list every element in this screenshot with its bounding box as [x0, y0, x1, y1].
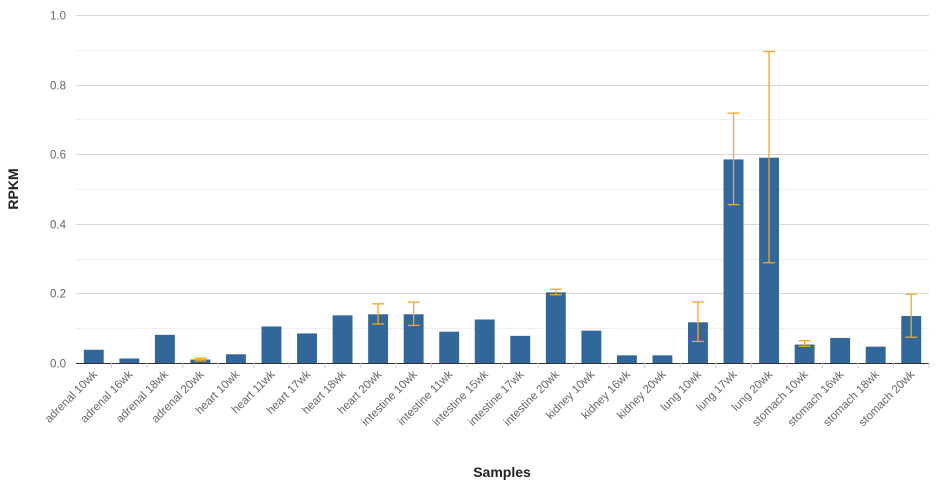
bar — [439, 331, 460, 363]
bar — [225, 354, 246, 363]
bar-layer — [83, 157, 922, 363]
bar — [119, 358, 140, 363]
bar — [581, 330, 602, 363]
y-tick-label: 0.2 — [50, 289, 66, 301]
bar — [83, 349, 104, 363]
error-bar — [905, 293, 918, 338]
error-bar — [727, 112, 740, 206]
error-bar — [407, 301, 420, 327]
error-bar — [763, 50, 776, 264]
x-axis-title: Samples — [473, 464, 531, 480]
y-tick-label: 0.6 — [50, 150, 66, 162]
error-bar — [194, 357, 207, 362]
error-bar — [549, 288, 562, 296]
axis-layer — [76, 363, 930, 368]
bar — [332, 315, 353, 363]
bar — [474, 319, 495, 363]
error-layer — [194, 50, 918, 362]
y-axis-title: RPKM — [5, 168, 21, 209]
bar — [616, 355, 637, 363]
y-tick-label: 0.4 — [50, 220, 67, 232]
y-tick-label: 0.0 — [50, 359, 66, 371]
bar — [368, 314, 389, 363]
error-bar — [372, 303, 385, 325]
bar — [794, 344, 815, 363]
bar — [830, 337, 851, 363]
bar — [297, 333, 317, 363]
error-bar — [691, 301, 704, 343]
error-bar — [798, 340, 811, 347]
bar — [403, 314, 424, 363]
bar — [723, 159, 744, 363]
bar — [652, 355, 673, 363]
bar — [688, 322, 708, 363]
bar — [154, 334, 175, 363]
bar — [901, 316, 922, 363]
bar — [261, 326, 282, 363]
grid-layer — [76, 15, 929, 329]
y-tick-label: 1.0 — [50, 11, 66, 23]
bar — [865, 346, 886, 363]
y-tick-label: 0.8 — [50, 81, 66, 93]
bar — [545, 292, 566, 363]
bar — [510, 335, 531, 363]
